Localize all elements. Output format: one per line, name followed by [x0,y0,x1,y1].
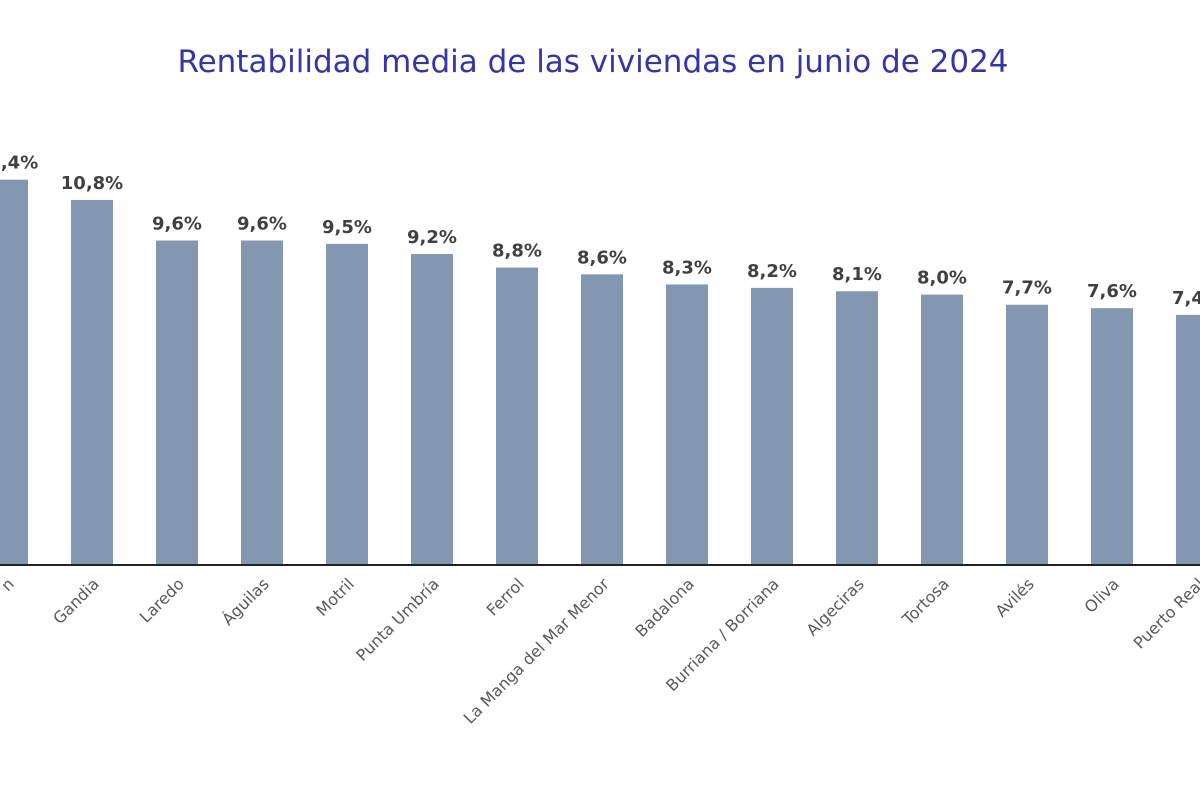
data-label: 7,7% [1002,278,1052,299]
category-label: Oliva [1081,574,1123,616]
data-label: 7,6% [1087,281,1137,302]
category-label: Motril [312,574,357,619]
category-label: Badalona [631,574,697,640]
bar [241,240,283,565]
bar [496,267,538,565]
category-label: n [0,574,18,595]
data-label: 8,3% [662,257,712,278]
data-label: 8,8% [492,241,542,262]
category-label: Gandia [49,574,103,628]
data-label: 8,0% [917,268,967,289]
data-label: 9,6% [237,214,287,235]
data-label: 8,2% [747,261,797,282]
category-label: Águilas [218,574,273,629]
data-label: 8,6% [577,247,627,268]
category-label: Ferrol [483,574,528,619]
bar [156,240,198,565]
category-label: La Manga del Mar Menor [460,574,613,727]
bar [751,287,793,565]
bar [71,199,113,565]
data-label: 9,6% [152,214,202,235]
data-label: 9,2% [407,227,457,248]
bar [411,254,453,566]
category-label: Algeciras [803,574,868,639]
category-label: Puerto Real [1130,574,1200,652]
data-label: 7,4% [1172,288,1200,309]
data-label: 11,4% [0,153,38,174]
bars-group: 11,4% n 10,8% Gandia 9,6% Laredo 9,6% Águilas 9,… [0,153,1200,728]
bar [1006,304,1048,565]
bar [666,284,708,565]
data-label: 10,8% [61,173,123,194]
bar [326,243,368,565]
bar [0,179,28,565]
bar [921,294,963,565]
bar [836,291,878,565]
bar [581,274,623,565]
data-label: 9,5% [322,217,372,238]
category-label: Tortosa [898,574,953,629]
data-label: 8,1% [832,264,882,285]
category-label: Avilés [991,574,1037,620]
bar [1176,314,1200,565]
category-label: Punta Umbría [352,574,443,665]
category-label: Laredo [136,574,188,626]
chart-title: Rentabilidad media de las viviendas en j… [177,44,1008,80]
bar [1091,308,1133,565]
